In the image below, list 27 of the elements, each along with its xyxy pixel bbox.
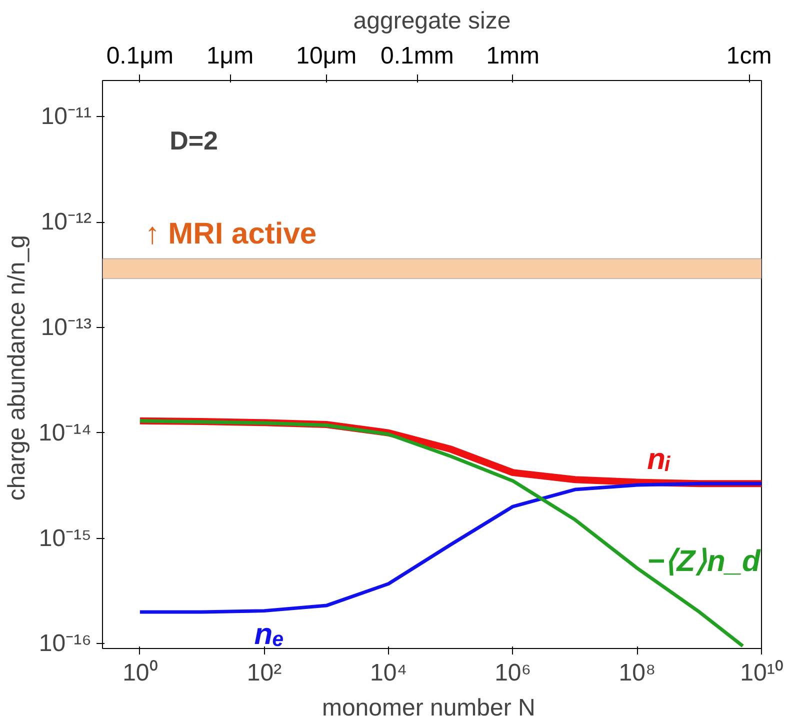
- y-tick-label: 10⁻¹⁵: [38, 524, 92, 552]
- x-tick-label: 10¹⁰: [740, 660, 783, 686]
- annotation: D=2: [170, 126, 218, 156]
- y-axis-title: charge abundance n/n_g: [4, 235, 30, 501]
- y-tick-label: 10⁻¹³: [40, 314, 92, 341]
- y-tick-label: 10⁻¹¹: [40, 103, 92, 130]
- series-label: nₑ: [254, 618, 285, 651]
- band-label: ↑ MRI active: [144, 218, 317, 251]
- x-tick-label: 10⁰: [122, 660, 158, 686]
- y-tick-label: 10⁻¹²: [40, 208, 92, 236]
- text: 1μm: [206, 42, 254, 70]
- series-label: −⟨Z⟩n_d: [647, 545, 762, 578]
- x-axis-title: monomer number N: [322, 694, 536, 722]
- x-tick-label: 10²: [246, 660, 282, 686]
- y-tick-label: 10⁻¹⁴: [38, 419, 92, 446]
- y-tick-label: 10⁻¹⁶: [38, 630, 92, 658]
- text: 1cm: [726, 42, 772, 70]
- text: 1mm: [486, 42, 540, 70]
- chart-title: aggregate size: [353, 8, 511, 34]
- text: 0.1μm: [106, 42, 174, 70]
- text: 0.1mm: [380, 42, 454, 70]
- x-tick-label: 10⁴: [370, 660, 408, 686]
- text: 10μm: [296, 42, 357, 70]
- line-series: [138, 482, 762, 614]
- series-label: nᵢ: [647, 443, 671, 476]
- x-tick-label: 10⁸: [618, 660, 656, 686]
- x-tick-label: 10⁶: [494, 660, 532, 686]
